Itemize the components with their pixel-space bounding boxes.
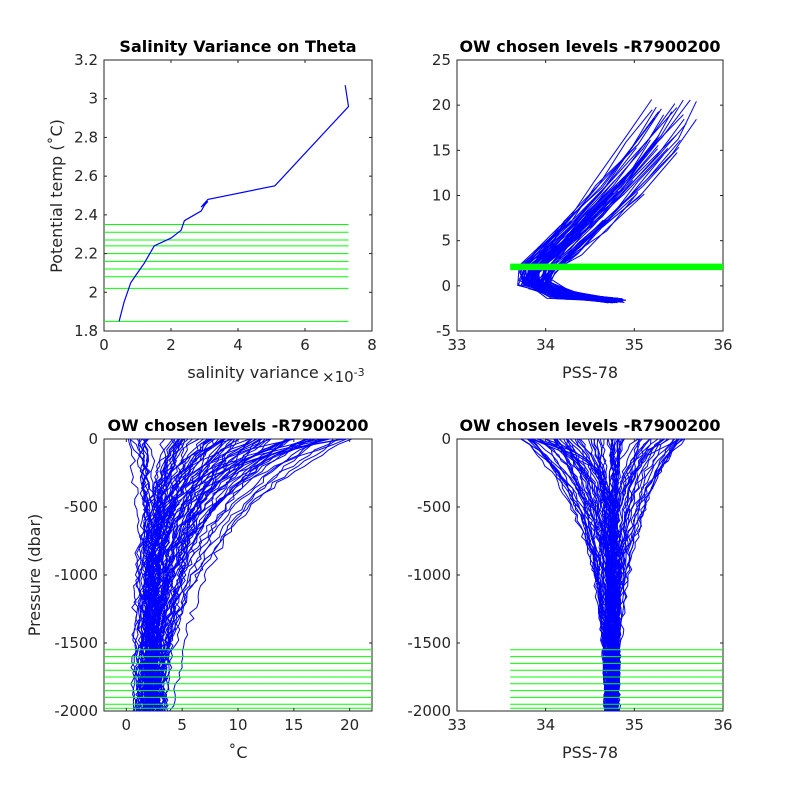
x-tick-label: 0 xyxy=(122,716,132,734)
temperature-profile-line xyxy=(150,438,326,712)
temperature-profile-line xyxy=(147,438,185,712)
x-tick-label: 6 xyxy=(300,336,310,354)
y-tick-label: -1500 xyxy=(54,634,98,652)
temperature-profile-line xyxy=(142,438,162,712)
ts-profile-line xyxy=(521,114,665,304)
y-tick-label: 3.2 xyxy=(74,51,98,69)
x-tick-label: 36 xyxy=(713,336,732,354)
x-tick-label: 33 xyxy=(447,336,466,354)
temperature-profile-line xyxy=(142,438,176,712)
x-tick-label: 35 xyxy=(625,716,644,734)
y-tick-label: 20 xyxy=(432,96,451,114)
ts-profile-line xyxy=(534,99,684,303)
salinity-variance-plot: 0 2 4 6 8 1.8 2 2.2 2.4 2.6 2.8 3 3.2 Salinity Varia… xyxy=(47,37,377,386)
x-tick-label: 10 xyxy=(228,716,247,734)
y-tick-label: -2000 xyxy=(407,702,451,720)
salinity-profile-line xyxy=(555,438,611,712)
y-tick-label: -500 xyxy=(64,498,98,516)
x-tick-label: 36 xyxy=(713,716,732,734)
chart-title: Salinity Variance on Theta xyxy=(119,37,356,56)
temperature-profile-line xyxy=(155,438,334,712)
ts-profile-line xyxy=(547,193,643,301)
y-axis-label: Potential temp (˚C) xyxy=(47,119,66,273)
y-tick-label: -1000 xyxy=(54,566,98,584)
y-tick-label: 5 xyxy=(441,232,451,250)
temperature-profile-line xyxy=(153,438,257,712)
salinity-profile-line xyxy=(614,438,680,712)
y-tick-label: 2.4 xyxy=(74,206,98,224)
plot-area xyxy=(103,59,373,332)
temperature-profile-line xyxy=(130,438,250,712)
salinity-profile-line xyxy=(577,438,611,712)
y-tick-label: 2 xyxy=(88,283,98,301)
x-tick-label: 33 xyxy=(447,716,466,734)
salinity-profile-line xyxy=(520,438,608,712)
y-tick-label: 1.8 xyxy=(74,322,98,340)
variance-line xyxy=(118,85,350,322)
temperature-profile-line xyxy=(131,438,226,712)
x-axis-label: ˚C xyxy=(228,743,247,762)
y-tick-label: -500 xyxy=(417,498,451,516)
y-tick-label: 0 xyxy=(88,430,98,448)
chosen-levels-band xyxy=(510,263,723,271)
salinity-profile-line xyxy=(613,438,680,712)
temperature-profile-line xyxy=(127,438,142,712)
salinity-profile-plot: 33 34 35 36 -2000 -1500 -1000 -500 0 OW chosen l… xyxy=(407,416,732,762)
x-axis-label: PSS-78 xyxy=(562,363,618,382)
chart-title: OW chosen levels -R7900200 xyxy=(107,416,368,435)
y-tick-label: -5 xyxy=(436,322,451,340)
y-tick-label: 2.6 xyxy=(74,167,98,185)
y-tick-label: 0 xyxy=(441,277,451,295)
y-tick-label: 25 xyxy=(432,51,451,69)
y-tick-label: 3 xyxy=(88,90,98,108)
chart-title: OW chosen levels -R7900200 xyxy=(459,416,720,435)
temperature-profile-plot: 0 5 10 15 20 -2000 -1500 -1000 -500 0 OW chosen l… xyxy=(25,416,373,762)
salinity-profile-line xyxy=(566,438,615,712)
chart-title: OW chosen levels -R7900200 xyxy=(459,37,720,56)
ts-profile-line xyxy=(549,218,621,301)
x-tick-label: 0 xyxy=(99,336,109,354)
y-tick-label: 10 xyxy=(432,187,451,205)
ts-profile-plot: 33 34 35 36 -5 0 5 10 15 20 25 OW chosen levels -R… xyxy=(432,37,733,382)
salinity-profile-line xyxy=(606,438,679,712)
temperature-profile-line xyxy=(144,438,258,712)
x-tick-label: 15 xyxy=(284,716,303,734)
x-tick-label: 2 xyxy=(166,336,176,354)
x-tick-label: 5 xyxy=(177,716,187,734)
y-axis-label: Pressure (dbar) xyxy=(25,514,44,637)
x-axis-label: PSS-78 xyxy=(562,743,618,762)
temperature-profile-line xyxy=(135,438,240,712)
x-tick-label: 8 xyxy=(367,336,377,354)
temperature-profile-line xyxy=(158,438,292,712)
y-tick-label: 15 xyxy=(432,141,451,159)
y-tick-label: 0 xyxy=(441,430,451,448)
salinity-profile-line xyxy=(590,438,620,712)
salinity-profile-line xyxy=(607,438,665,712)
x-tick-label: 4 xyxy=(233,336,243,354)
ts-profile-line xyxy=(526,190,610,300)
x-tick-label: 34 xyxy=(536,716,555,734)
x-tick-label: 34 xyxy=(536,336,555,354)
salinity-profile-line xyxy=(527,438,607,712)
y-tick-label: -1000 xyxy=(407,566,451,584)
y-tick-label: -2000 xyxy=(54,702,98,720)
x-tick-label: 20 xyxy=(340,716,359,734)
temperature-profile-line xyxy=(143,438,220,712)
y-tick-label: -1500 xyxy=(407,634,451,652)
x-axis-multiplier: ×10-3 xyxy=(322,366,365,386)
y-tick-label: 2.2 xyxy=(74,245,98,263)
y-tick-label: 2.8 xyxy=(74,128,98,146)
x-axis-label: salinity variance xyxy=(187,363,318,382)
temperature-profile-line xyxy=(142,438,295,712)
temperature-profile-line xyxy=(156,438,235,712)
x-tick-label: 35 xyxy=(625,336,644,354)
